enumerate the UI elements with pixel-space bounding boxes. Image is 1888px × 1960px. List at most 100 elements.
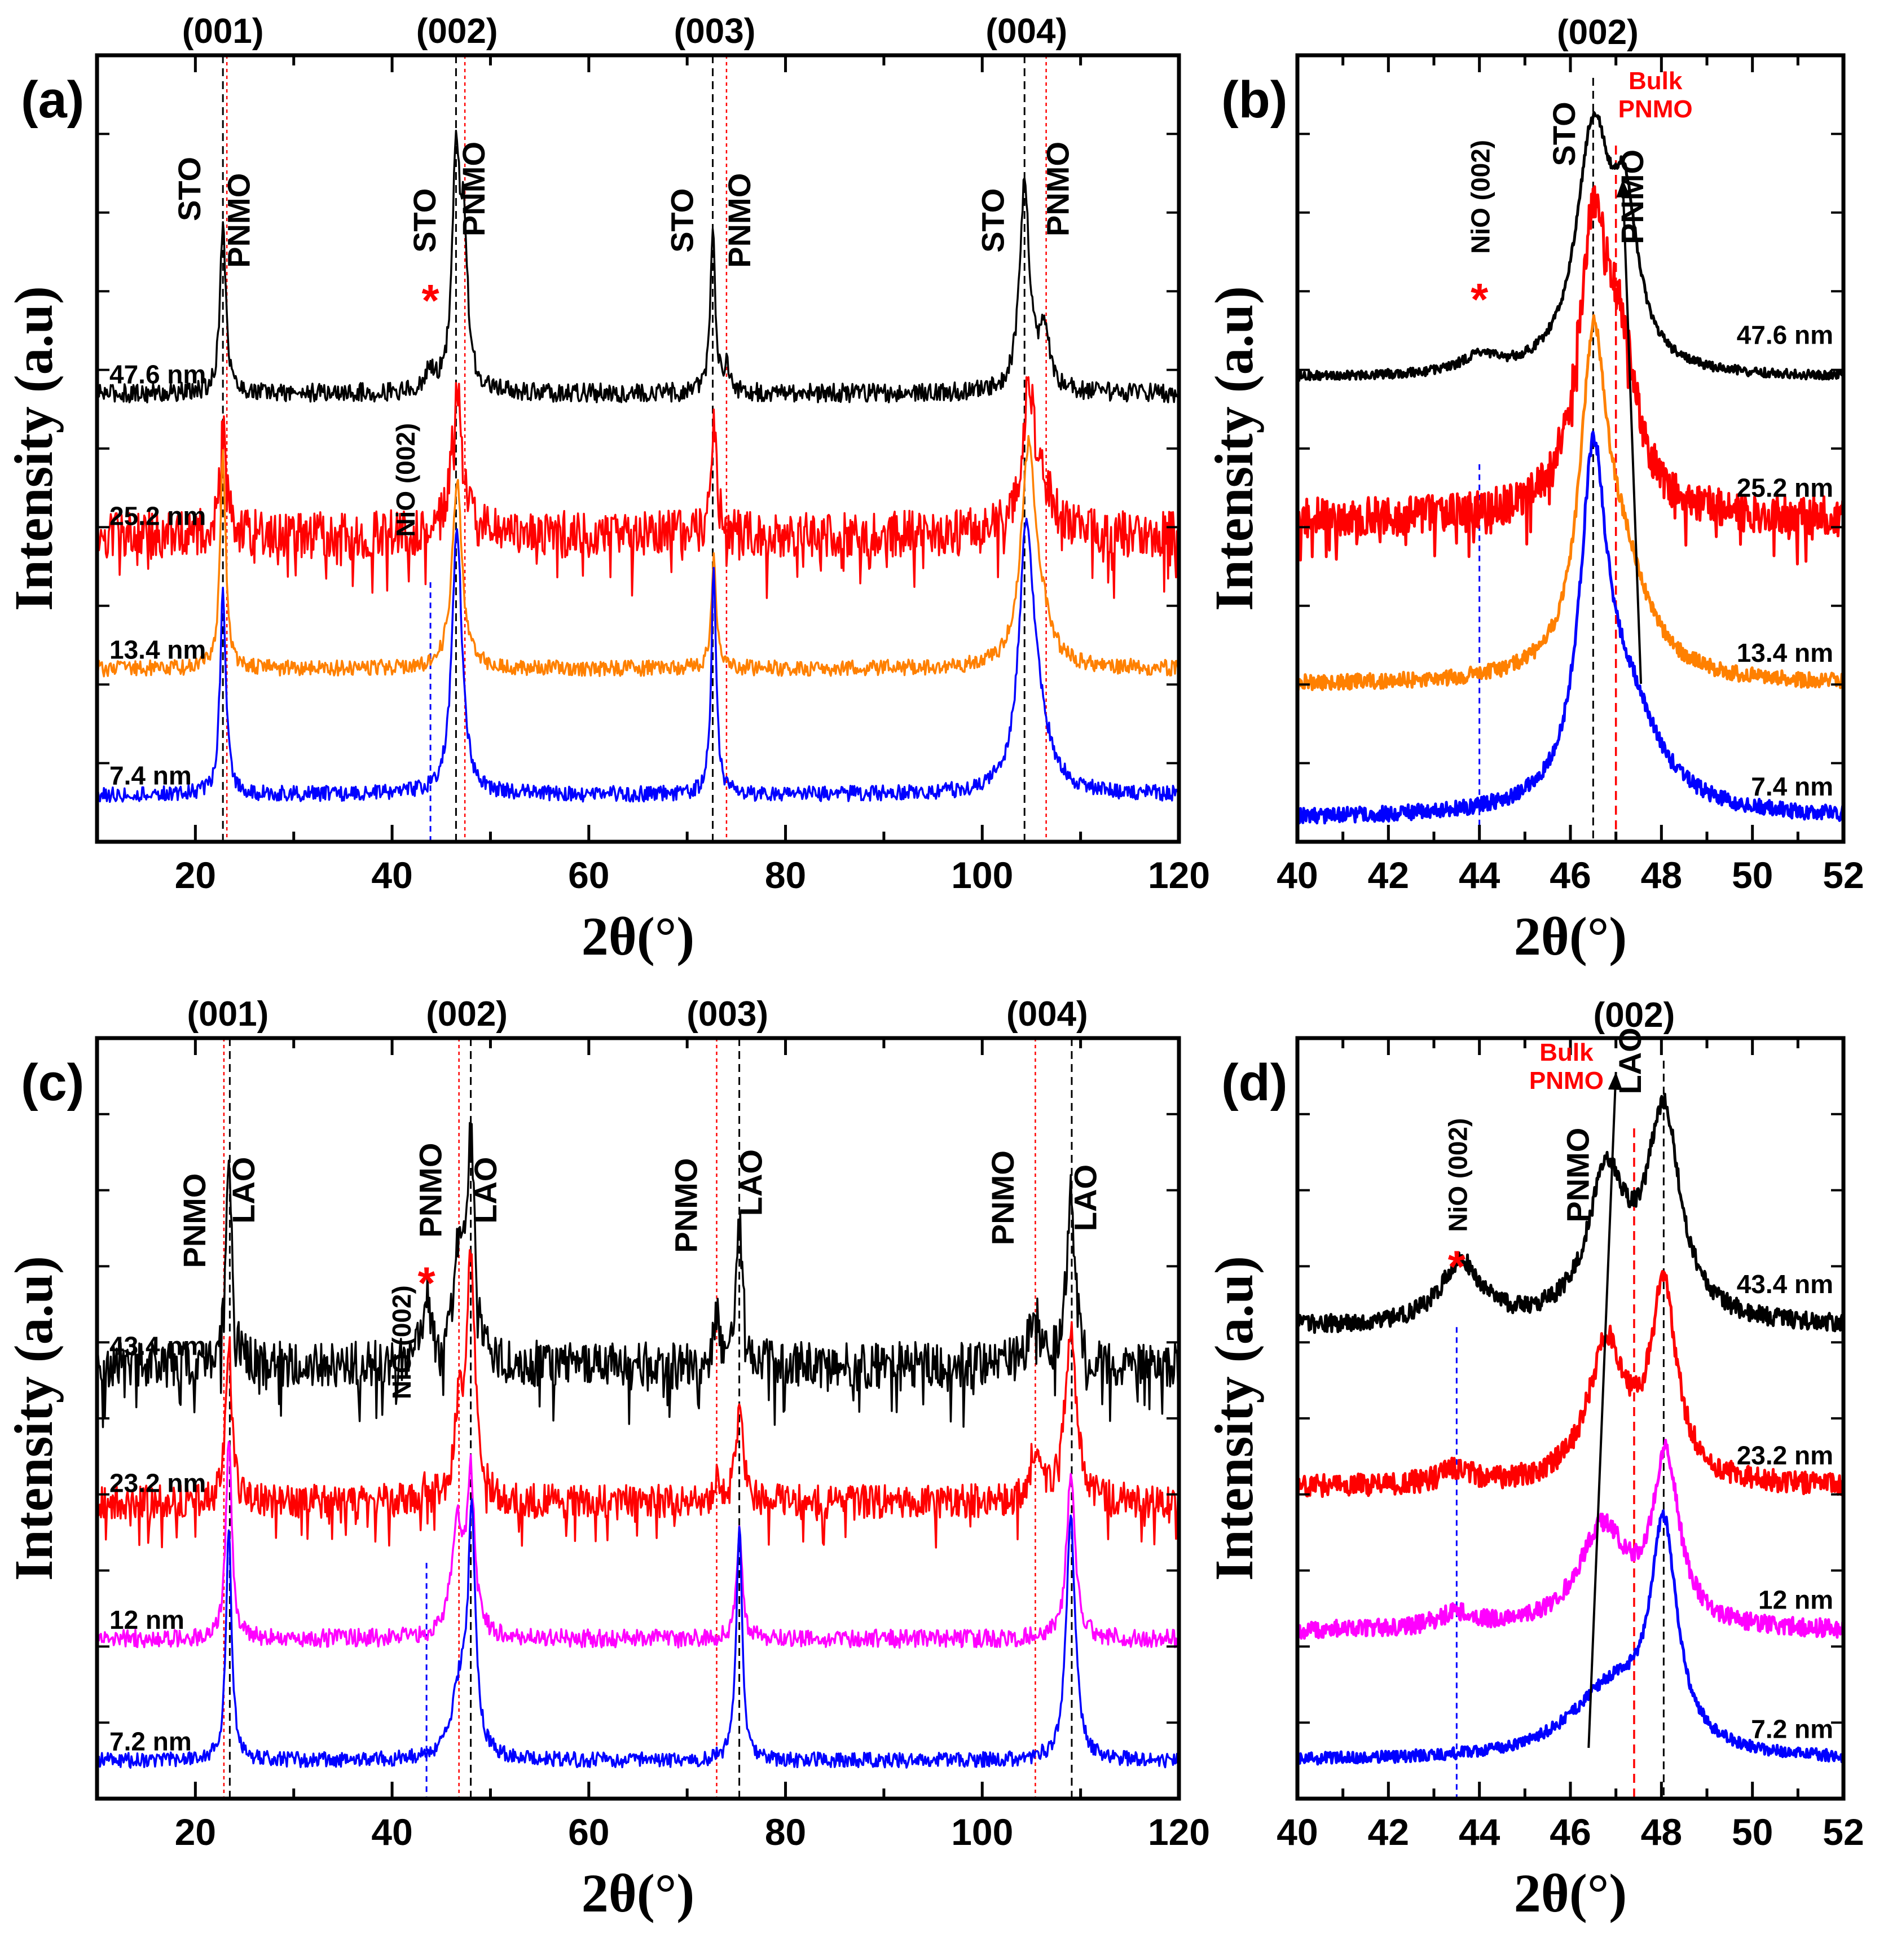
x-tick-label: 100 xyxy=(951,1811,1013,1853)
shift-arrow xyxy=(1587,1071,1617,1748)
reflection-label: (002) xyxy=(426,995,508,1034)
x-tick-label: 40 xyxy=(371,854,412,896)
peak-label: STO xyxy=(1546,102,1582,166)
nio-label: NiO (002) xyxy=(1443,1118,1472,1232)
reflection-label: (004) xyxy=(985,12,1067,51)
bulk-label-line1: Bulk xyxy=(1539,1039,1594,1066)
x-tick-label: 46 xyxy=(1550,1811,1591,1853)
x-tick-label: 80 xyxy=(765,1811,806,1853)
x-axis-title: 2θ(°) xyxy=(582,906,694,966)
series-25-2-nm xyxy=(97,376,1179,599)
peak-label: PNMO xyxy=(177,1174,212,1268)
peak-label: PNMO xyxy=(456,142,491,236)
peak-label: PNMO xyxy=(1560,1128,1595,1223)
thickness-label: 12 nm xyxy=(109,1605,184,1634)
panel-a: 47.6 nm 25.2 nm 13.4 nm 7.4 nm 20 40 60 80 100 12… xyxy=(3,12,1210,966)
x-tick-label: 50 xyxy=(1732,1811,1773,1853)
peak-label: PNMO xyxy=(985,1150,1020,1245)
panel-label: (c) xyxy=(21,1054,84,1111)
y-axis-title: Intensity (a.u) xyxy=(1204,286,1264,611)
bulk-label-line2: PNMO xyxy=(1529,1067,1604,1095)
thickness-label: 7.4 nm xyxy=(1751,772,1833,801)
panel-label: (d) xyxy=(1221,1054,1287,1111)
series-group xyxy=(97,1122,1179,1769)
peak-label: STO xyxy=(664,188,700,253)
bulk-label-line2: PNMO xyxy=(1618,95,1693,123)
y-axis-title: Intensity (a.u) xyxy=(3,1256,64,1581)
series-group xyxy=(1297,1092,1843,1766)
peak-label: PNMO xyxy=(668,1158,704,1253)
x-tick-label: 44 xyxy=(1459,1811,1500,1853)
panel-b: 47.6 nm 25.2 nm 13.4 nm 7.4 nm 40 42 44 46 48 50 5… xyxy=(1204,13,1864,966)
x-tick-label: 52 xyxy=(1823,1811,1864,1853)
series-13-4-nm xyxy=(97,435,1179,678)
x-tick-label: 80 xyxy=(765,854,806,896)
nio-star: * xyxy=(418,1258,436,1308)
y-axis-title: Intensity (a.u) xyxy=(3,286,64,611)
x-tick-label: 40 xyxy=(1277,854,1318,896)
series-47-6-nm xyxy=(1297,111,1843,382)
peak-label: STO xyxy=(975,188,1011,253)
nio-star: * xyxy=(1448,1241,1466,1291)
peak-label: LAO xyxy=(226,1157,261,1223)
x-tick-label: 60 xyxy=(568,1811,609,1853)
series-group xyxy=(97,130,1179,803)
shift-arrow-head xyxy=(1616,179,1631,198)
shift-arrow xyxy=(1621,179,1643,684)
peak-label: LAO xyxy=(1068,1164,1103,1231)
thickness-label: 7.4 nm xyxy=(109,761,192,790)
series-43-4-nm xyxy=(1297,1092,1843,1334)
series-47-6-nm xyxy=(97,130,1179,403)
series-23-2-nm xyxy=(97,1249,1179,1549)
peak-label: PNMO xyxy=(221,173,256,268)
peak-label: LAO xyxy=(468,1157,503,1223)
peak-label: PNMO xyxy=(721,173,757,268)
series-23-2-nm xyxy=(1297,1269,1843,1498)
series-7-2-nm xyxy=(1297,1509,1843,1766)
x-tick-label: 48 xyxy=(1641,1811,1682,1853)
x-tick-label: 50 xyxy=(1732,854,1773,896)
thickness-label: 23.2 nm xyxy=(1737,1440,1833,1470)
thickness-label: 25.2 nm xyxy=(109,501,206,530)
series-12-nm xyxy=(97,1440,1179,1649)
nio-label: NiO (002) xyxy=(387,1285,416,1399)
peak-label: STO xyxy=(171,157,207,221)
x-tick-label: 44 xyxy=(1459,854,1500,896)
series-7-2-nm xyxy=(97,1498,1179,1769)
x-tick-label: 20 xyxy=(175,1811,216,1853)
x-tick-label: 42 xyxy=(1368,854,1409,896)
thickness-label: 47.6 nm xyxy=(1737,320,1833,350)
peak-label: PNMO xyxy=(412,1143,448,1238)
reflection-label: (003) xyxy=(674,12,756,51)
thickness-label: 13.4 nm xyxy=(109,635,206,664)
reflection-label: (001) xyxy=(182,12,264,51)
plot-frame xyxy=(95,53,1181,844)
thickness-label: 25.2 nm xyxy=(1737,473,1833,502)
thickness-label: 13.4 nm xyxy=(1737,638,1833,667)
reflection-label: (001) xyxy=(187,995,269,1034)
x-tick-label: 42 xyxy=(1368,1811,1409,1853)
peak-label: LAO xyxy=(733,1149,769,1216)
nio-label: NiO (002) xyxy=(1466,140,1495,254)
x-tick-label: 52 xyxy=(1823,854,1864,896)
shift-arrow-head xyxy=(1608,1072,1622,1091)
x-axis-title: 2θ(°) xyxy=(582,1863,694,1923)
x-tick-label: 48 xyxy=(1641,854,1682,896)
x-tick-label: 120 xyxy=(1148,1811,1210,1853)
series-7-4-nm xyxy=(97,517,1179,803)
reflection-label: (004) xyxy=(1006,995,1088,1034)
x-tick-label: 100 xyxy=(951,854,1013,896)
x-tick-label: 60 xyxy=(568,854,609,896)
nio-star: * xyxy=(422,275,440,326)
reflection-label: (003) xyxy=(686,995,768,1034)
series-43-4-nm xyxy=(97,1122,1179,1429)
plot-frame xyxy=(1295,53,1846,844)
x-axis-title: 2θ(°) xyxy=(1514,906,1627,966)
x-tick-label: 46 xyxy=(1550,854,1591,896)
thickness-label: 47.6 nm xyxy=(109,359,206,389)
panel-d: 43.4 nm 23.2 nm 12 nm 7.2 nm 40 42 44 46 48 50 52 2… xyxy=(1204,996,1864,1923)
panel-label: (a) xyxy=(21,71,84,129)
thickness-label: 7.2 nm xyxy=(109,1727,192,1756)
thickness-label: 43.4 nm xyxy=(109,1331,206,1361)
